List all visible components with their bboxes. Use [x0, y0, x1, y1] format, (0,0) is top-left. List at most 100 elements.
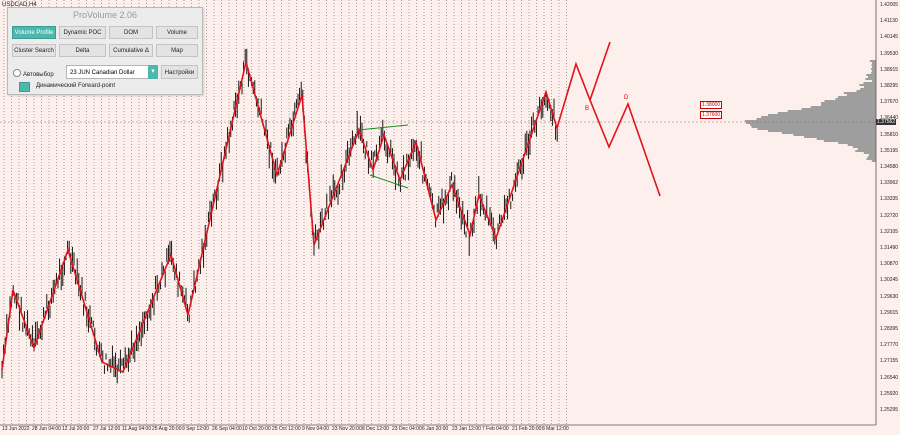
profile-bar [852, 146, 876, 148]
date-tick-label: 25 Aug 20:00 [152, 426, 182, 432]
symbol-label: USDCAD,H4 [2, 2, 37, 8]
settings-button[interactable]: Настройки [161, 65, 198, 79]
panel-title: ProVolume 2.06 [72, 10, 138, 20]
profile-bar [781, 132, 876, 134]
level-tag-high: 1.38000 [700, 101, 723, 109]
profile-bar [859, 84, 876, 86]
channel-bottom-line [369, 174, 409, 189]
date-tick-label: 23 Dec 04:00 [392, 426, 422, 432]
date-tick-label: 26 Sep 04:00 [212, 426, 242, 432]
map-button[interactable]: Map [156, 44, 198, 57]
radio-icon [13, 69, 21, 77]
price-tick-label: 1.26540 [880, 374, 899, 381]
date-tick-label: 28 Jun 04:00 [32, 426, 61, 432]
dom-button[interactable]: DOM [109, 26, 153, 39]
price-tick-label: 1.31490 [880, 245, 899, 251]
profile-bar [768, 114, 876, 116]
profile-bar [837, 96, 876, 98]
date-tick-label: 13 Jun 2022 [2, 426, 30, 432]
profile-bar [867, 76, 876, 78]
price-tick-label: 1.30870 [880, 261, 899, 268]
price-tick-label: 1.32105 [880, 228, 899, 235]
profile-bar [801, 108, 876, 110]
date-tick-label: 23 Jan 12:00 [452, 426, 481, 432]
zigzag-line [1, 41, 611, 374]
profile-bar [863, 86, 876, 88]
channel-top-line [357, 124, 409, 131]
date-tick-label: 23 Nov 20:00 [332, 426, 362, 432]
date-tick-label: 10 Oct 20:00 [242, 426, 271, 432]
profile-bar [823, 140, 876, 142]
wave-label-b: B [585, 106, 590, 112]
profile-bar [816, 138, 876, 140]
price-candles [1, 48, 558, 384]
profile-bar [871, 64, 876, 66]
cluster-search-button[interactable]: Cluster Search [12, 44, 56, 57]
profile-bar [871, 160, 876, 162]
profile-bar [871, 68, 876, 70]
chevron-down-icon[interactable]: ▾ [148, 65, 158, 79]
profile-bar [746, 122, 876, 124]
volume-profile [744, 60, 876, 162]
date-tick-label: 9 Nov 04:00 [302, 426, 329, 432]
volume-button[interactable]: Volume [156, 26, 198, 39]
profile-bar [756, 118, 876, 120]
profile-bar [868, 154, 876, 156]
price-tick-label: 1.39530 [880, 50, 899, 57]
date-tick-label: 6 Jan 20:00 [422, 426, 449, 432]
dynamic-poc-button[interactable]: Dynamic POC [59, 26, 106, 39]
provolume-panel: ProVolume 2.06 Volume Profile Dynamic PO… [7, 7, 203, 95]
delta-button[interactable]: Delta [59, 44, 106, 57]
cumulative-delta-button[interactable]: Cumulative Δ [109, 44, 153, 57]
profile-bar [872, 62, 876, 64]
profile-bar [835, 98, 876, 100]
date-tick-label: 8 Mar 12:00 [542, 426, 569, 432]
profile-bar [866, 158, 876, 160]
price-tick-label: 1.27155 [880, 358, 899, 365]
profile-bar [869, 60, 876, 62]
price-tick-label: 1.30245 [880, 277, 899, 284]
price-tick-label: 1.28395 [880, 326, 899, 332]
price-tick-label: 1.33335 [880, 196, 899, 203]
current-price-tag: 1.37562 [876, 119, 897, 125]
profile-bar [846, 94, 876, 96]
profile-bar [810, 106, 876, 108]
vertical-grid [3, 0, 567, 425]
profile-bar [871, 72, 876, 74]
price-tick-label: 1.42005 [880, 2, 899, 8]
profile-bar [744, 120, 876, 122]
auto-select-checkbox[interactable]: Автовыбор [13, 69, 54, 78]
price-tick-label: 1.32720 [880, 212, 899, 219]
level-tag-low: 1.37600 [700, 111, 723, 119]
price-tick-label: 1.25295 [880, 407, 899, 413]
profile-bar [866, 74, 876, 76]
price-tick-label: 1.33962 [880, 180, 899, 187]
date-tick-label: 27 Jul 12:00 [93, 426, 121, 432]
date-tick-label: 9 Sep 12:00 [182, 426, 209, 432]
price-tick-label: 1.34580 [880, 164, 899, 170]
profile-bar [750, 124, 876, 126]
date-tick-label: 25 Oct 12:00 [272, 426, 301, 432]
price-tick-label: 1.35195 [880, 147, 899, 154]
profile-bar [863, 152, 876, 154]
forward-point-toggle-icon[interactable] [19, 82, 30, 92]
price-tick-label: 1.25920 [880, 390, 899, 397]
price-tick-label: 1.38295 [880, 83, 899, 89]
date-tick-label: 11 Aug 04:00 [122, 426, 152, 432]
forecast-line [589, 99, 661, 197]
profile-bar [872, 66, 876, 68]
date-tick-label: 8 Dec 12:00 [362, 426, 389, 432]
profile-bar [751, 126, 876, 128]
profile-bar [857, 148, 876, 150]
instrument-select[interactable]: 23 JUN Canadian Dollar [66, 65, 158, 79]
volume-profile-button[interactable]: Volume Profile [12, 26, 56, 39]
profile-bar [847, 144, 876, 146]
date-tick-label: 7 Feb 04:00 [482, 426, 509, 432]
profile-bar [860, 88, 876, 90]
auto-select-label: Автовыбор [23, 72, 54, 78]
profile-bar [821, 104, 876, 106]
profile-bar [863, 82, 876, 84]
price-tick-label: 1.35810 [880, 131, 899, 138]
date-tick-label: 12 Jul 20:00 [62, 426, 90, 432]
